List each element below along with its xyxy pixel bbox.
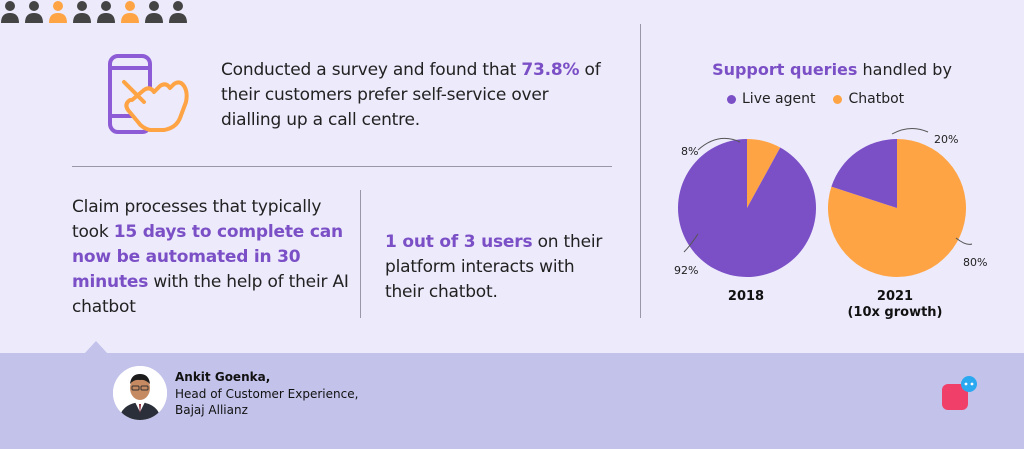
legend-label-live-agent: Live agent bbox=[742, 91, 816, 107]
pie-2018-slice-live-agent bbox=[678, 139, 816, 277]
pie-2018-arrow-live-agent bbox=[683, 233, 699, 253]
pie-2021-arrow-live-agent bbox=[891, 128, 929, 135]
divider-vertical-inner bbox=[360, 190, 361, 318]
survey-highlight: 73.8% bbox=[521, 60, 580, 80]
pie-2021-sublabel: (10x growth) bbox=[847, 305, 943, 320]
person-icon-grey bbox=[169, 1, 187, 23]
person-icon-orange bbox=[49, 1, 67, 23]
divider-vertical-main bbox=[640, 24, 641, 318]
claim-text: Claim processes that typically took 15 d… bbox=[72, 197, 349, 317]
person-icon-grey bbox=[73, 1, 91, 23]
pie-2021-label-chatbot: 80% bbox=[963, 256, 988, 269]
claim-highlight: 15 days to complete can now be automated… bbox=[72, 222, 343, 292]
quote-footer bbox=[0, 353, 1024, 449]
divider-horizontal bbox=[72, 166, 612, 167]
survey-text: Conducted a survey and found that 73.8% … bbox=[221, 60, 601, 130]
person-icon-grey bbox=[97, 1, 115, 23]
legend-label-chatbot: Chatbot bbox=[848, 91, 905, 107]
chart-legend: Live agent Chatbot bbox=[727, 91, 904, 107]
pie-2021-arrow-chatbot bbox=[955, 237, 973, 245]
pie-2018-slice-chatbot bbox=[747, 139, 781, 208]
pie-2018-label-live-agent: 92% bbox=[674, 264, 699, 277]
pie-charts bbox=[678, 128, 973, 277]
pie-2018-label-chatbot: 8% bbox=[681, 145, 699, 158]
chart-title: Support queries handled by bbox=[712, 60, 952, 79]
pie-2021-year: 2021 bbox=[876, 289, 914, 304]
chat-bubble-logo-icon bbox=[942, 376, 977, 410]
pie-2021-label-live-agent: 20% bbox=[934, 133, 959, 146]
avatar bbox=[113, 366, 167, 420]
legend-item-chatbot: Chatbot bbox=[833, 91, 904, 107]
legend-item-live-agent: Live agent bbox=[727, 91, 815, 107]
person-icon-grey bbox=[1, 1, 19, 23]
pie-2018-year: 2018 bbox=[727, 289, 765, 304]
legend-dot-live-agent bbox=[727, 94, 736, 104]
phone-tap-icon bbox=[108, 54, 189, 134]
person-icon-grey bbox=[25, 1, 43, 23]
person-icon-orange bbox=[121, 1, 139, 23]
legend-dot-chatbot bbox=[833, 94, 843, 104]
users-icon-row bbox=[0, 0, 1024, 26]
users-text: 1 out of 3 users on their platform inter… bbox=[385, 232, 603, 302]
quote-caret bbox=[84, 341, 108, 354]
person-icon-grey bbox=[145, 1, 163, 23]
pie-2018-arrow-chatbot bbox=[697, 137, 741, 151]
pie-2021-slice-live-agent bbox=[831, 139, 897, 208]
quote-role: Head of Customer Experience, Bajaj Allia… bbox=[175, 387, 359, 417]
quote-name: Ankit Goenka, bbox=[175, 370, 271, 384]
users-highlight: 1 out of 3 users bbox=[385, 232, 533, 252]
